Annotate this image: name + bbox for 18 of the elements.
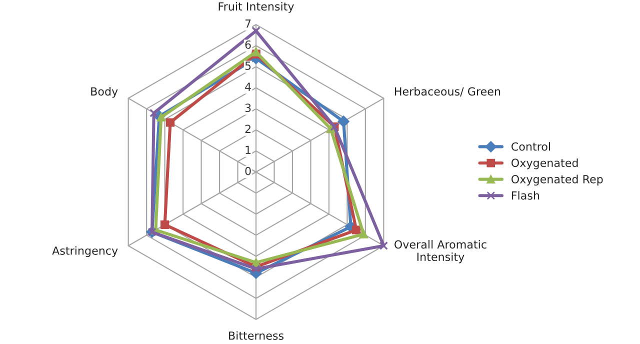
y-tick-label: 4 xyxy=(245,82,251,91)
legend-label: Oxygenated Rep xyxy=(512,174,603,186)
spoke-label: Herbaceous/ Green xyxy=(394,87,500,96)
spoke-label: Body xyxy=(91,87,118,98)
legend-label: Flash xyxy=(512,191,540,200)
y-tick-label: 1 xyxy=(246,146,251,154)
y-tick-label: 3 xyxy=(245,104,251,112)
legend-label: Oxygenated xyxy=(512,158,578,170)
y-tick-label: 7 xyxy=(245,20,251,28)
y-tick-label: 5 xyxy=(245,62,251,70)
legend-label: Control xyxy=(512,142,550,151)
y-tick-label: 2 xyxy=(245,124,250,133)
spoke-label: Bitterness xyxy=(229,331,284,340)
spoke-label: Fruit Intensity xyxy=(218,2,294,13)
y-tick-label: 6 xyxy=(245,40,251,49)
spoke-label: Astringency xyxy=(52,246,118,257)
y-tick-label: 0 xyxy=(245,166,251,176)
spoke-label: Overall Aromatic Intensity xyxy=(394,240,486,264)
